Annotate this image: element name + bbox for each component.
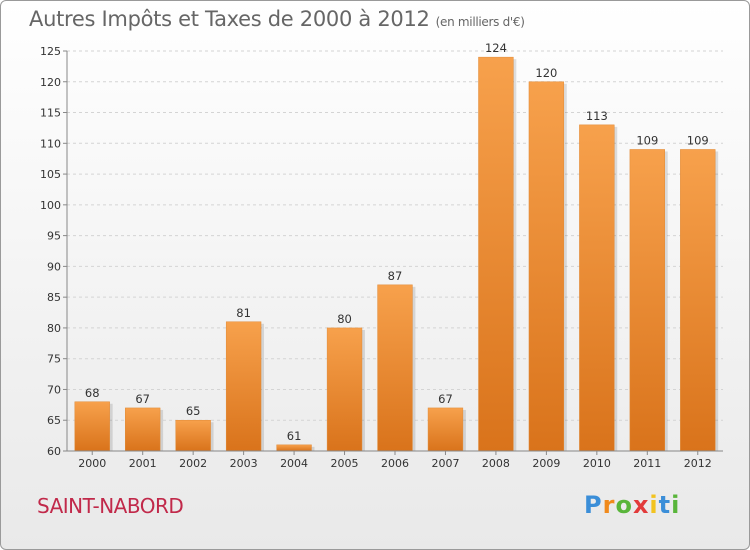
data-label: 61 [287,429,302,443]
data-label: 68 [85,386,100,400]
data-label: 124 [485,41,507,55]
data-label: 109 [636,133,658,147]
bar [74,401,110,452]
y-tick-label: 95 [47,230,61,243]
logo-letter: P [584,491,603,519]
logo-letter: t [658,491,672,519]
data-label: 120 [535,66,557,80]
x-tick-label: 2007 [431,457,459,470]
x-tick-label: 2011 [633,457,661,470]
bar [579,124,615,452]
bar [125,407,161,452]
bar [528,81,565,452]
bar [326,327,363,452]
y-tick-label: 110 [40,137,61,150]
bars: 68 67 65 81 61 80 87 67 124 120 113 109 109 [74,41,719,452]
data-label: 67 [135,392,150,406]
y-tick-label: 70 [47,383,61,396]
y-tick-label: 90 [47,260,61,273]
y-tick-label: 60 [47,445,61,458]
bar [427,407,464,452]
data-label: 65 [186,404,201,418]
y-tick-label: 65 [47,414,61,427]
x-tick-label: 2005 [331,457,359,470]
x-tick-label: 2008 [482,457,510,470]
y-tick-label: 120 [40,76,61,89]
y-tick-label: 75 [47,353,61,366]
y-tick-label: 105 [40,168,61,181]
logo-letter: o [615,491,633,519]
bar [629,149,665,452]
y-tick-label: 125 [40,45,61,58]
x-tick-label: 2004 [280,457,308,470]
commune-name: SAINT-NABORD [37,494,184,518]
x-tick-label: 2000 [78,457,106,470]
bar [478,56,514,452]
bar [225,321,262,452]
logo-letter: r [602,491,616,519]
x-tick-label: 2003 [230,457,258,470]
logo-letter: i [649,491,659,519]
data-label: 81 [236,306,251,320]
y-tick-label: 85 [47,291,61,304]
y-tick-label: 80 [47,322,61,335]
logo-letter: i [671,491,681,519]
bar [377,284,413,452]
proxiti-logo: Proxiti [584,491,680,519]
x-tick-label: 2010 [583,457,611,470]
chart-title-text: Autres Impôts et Taxes de 2000 à 2012 [29,7,430,31]
x-tick-label: 2009 [532,457,560,470]
data-label: 67 [438,392,453,406]
data-label: 109 [687,133,709,147]
x-tick-label: 2002 [179,457,207,470]
y-tick-label: 100 [40,199,61,212]
x-tick-label: 2001 [129,457,157,470]
chart-title: Autres Impôts et Taxes de 2000 à 2012 (en… [29,7,525,31]
axes: 60 65 70 75 80 85 90 95 100 105 110 115 120 125 2000 20… [40,45,723,470]
x-tick-label: 2012 [684,457,712,470]
logo-letter: x [632,491,650,519]
bar [680,149,716,452]
data-label: 87 [388,269,403,283]
bar [175,419,211,452]
y-tick-label: 115 [40,107,61,120]
data-label: 113 [586,109,608,123]
chart-unit: (en milliers d'€) [435,15,525,29]
x-tick-label: 2006 [381,457,409,470]
data-label: 80 [337,312,352,326]
bar [276,444,312,452]
